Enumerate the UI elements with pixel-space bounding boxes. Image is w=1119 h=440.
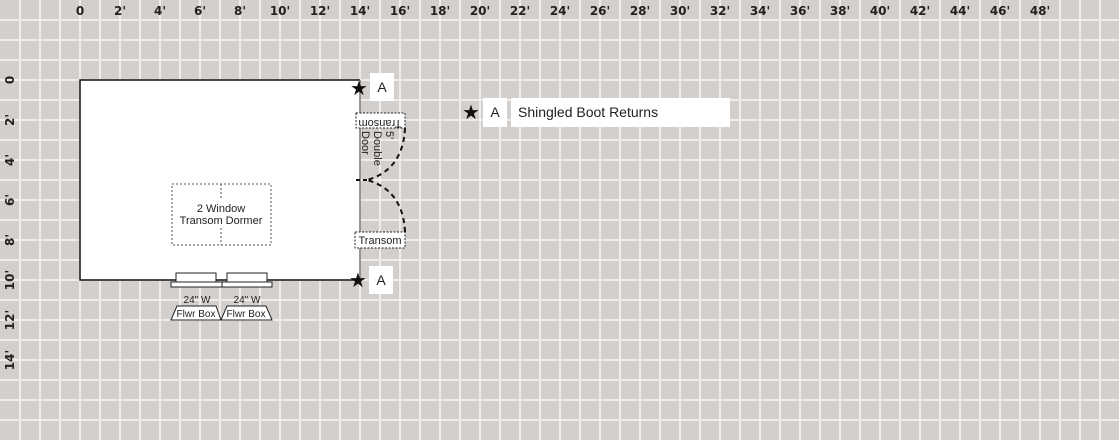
dormer-label: 2 Window [197,203,245,215]
marker-key: A [376,272,386,288]
flower-box-width: 24" W [184,295,211,306]
flower-box-width: 24" W [234,295,261,306]
x-tick-label: 36' [790,4,810,18]
flower-box-label: Flwr Box [177,309,216,320]
x-tick-label: 22' [510,4,530,18]
x-tick-label: 46' [990,4,1010,18]
x-tick-label: 34' [750,4,770,18]
flower-box-2[interactable]: 24" W Flwr Box [220,272,273,321]
x-tick-label: 10' [270,4,290,18]
x-tick-label: 38' [830,4,850,18]
corner-marker-top[interactable]: ★ A [350,73,394,101]
x-tick-label: 0 [76,4,84,18]
y-tick-label: 0 [3,76,17,84]
door-label: Door [359,131,371,155]
y-tick-label: 14' [3,350,17,370]
star-icon: ★ [349,268,367,292]
x-tick-label: 8' [234,4,246,18]
x-axis-ticks: 0 2' 4' 6' 8' 10' 12' 14' 16' 18' 20' 22' 24' 26' 28' 3… [76,4,1050,18]
flower-box-1[interactable]: 24" W Flwr Box [170,272,223,321]
transom-label: Transom [359,117,402,129]
x-tick-label: 42' [910,4,930,18]
y-tick-label: 12' [3,310,17,330]
y-axis-ticks: 0 2' 4' 6' 8' 10' 12' 14' [3,76,17,370]
transom-label: Transom [359,235,402,247]
building-walls [79,79,360,281]
legend-label: Shingled Boot Returns [518,104,658,120]
x-tick-label: 2' [114,4,126,18]
door-label: 5' [383,131,395,139]
door-label: Double [371,131,383,166]
legend-item[interactable]: ★ A Shingled Boot Returns [462,98,730,127]
y-tick-label: 2' [3,114,17,126]
x-tick-label: 4' [154,4,166,18]
x-tick-label: 44' [950,4,970,18]
y-tick-label: 8' [3,234,17,246]
x-tick-label: 16' [390,4,410,18]
x-tick-label: 40' [870,4,890,18]
x-tick-label: 48' [1030,4,1050,18]
x-tick-label: 26' [590,4,610,18]
x-tick-label: 30' [670,4,690,18]
x-tick-label: 14' [350,4,370,18]
x-tick-label: 12' [310,4,330,18]
star-icon: ★ [350,76,368,100]
star-icon: ★ [462,100,480,124]
x-tick-label: 24' [550,4,570,18]
bottom-transom[interactable]: Transom [354,231,406,249]
x-tick-label: 32' [710,4,730,18]
marker-key: A [377,79,387,95]
dormer-label: Transom Dormer [180,215,263,227]
building-footprint[interactable] [80,80,360,280]
top-transom[interactable]: Transom [355,112,406,129]
x-tick-label: 18' [430,4,450,18]
dormer[interactable]: 2 Window Transom Dormer [171,183,272,246]
x-tick-label: 6' [194,4,206,18]
y-tick-label: 10' [3,270,17,290]
corner-marker-bottom[interactable]: ★ A [349,266,393,294]
y-tick-label: 4' [3,154,17,166]
x-tick-label: 28' [630,4,650,18]
y-tick-label: 6' [3,194,17,206]
flower-box-label: Flwr Box [227,309,266,320]
legend-key: A [490,104,500,120]
x-tick-label: 20' [470,4,490,18]
double-door[interactable]: 5' Double Door [356,127,406,233]
